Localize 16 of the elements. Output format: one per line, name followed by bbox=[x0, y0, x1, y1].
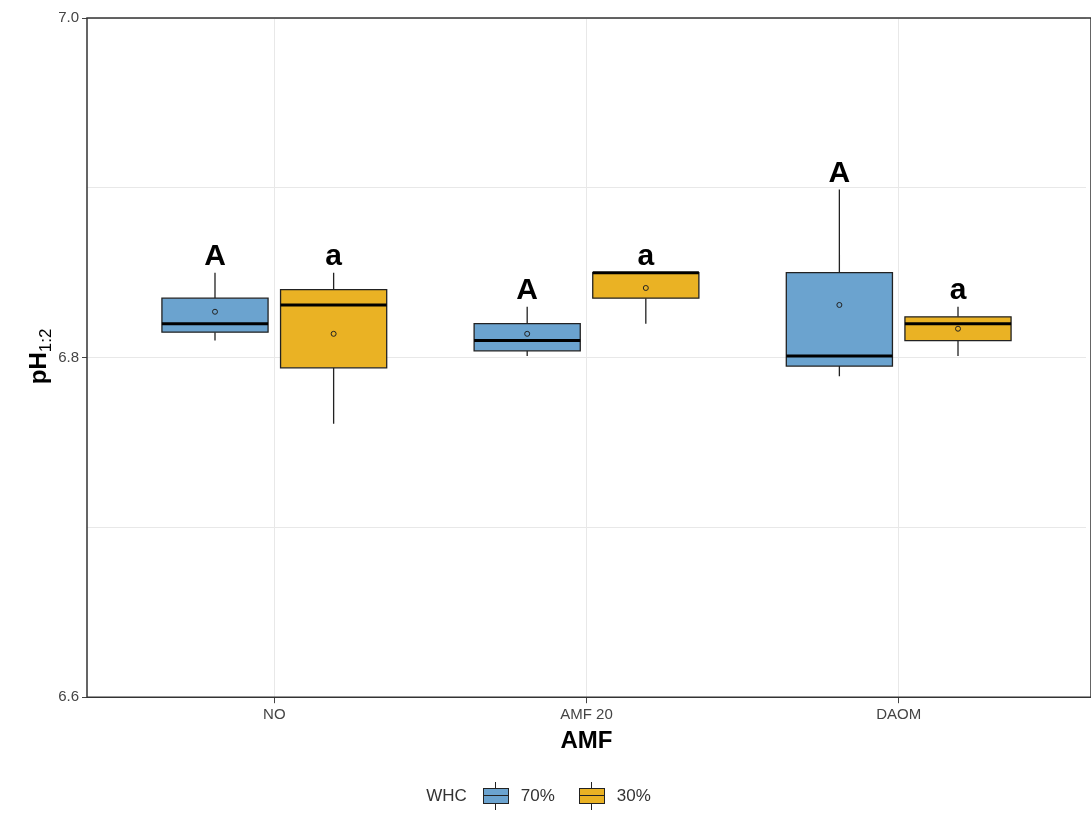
legend-title: WHC bbox=[426, 786, 467, 806]
annotation: a bbox=[949, 271, 967, 305]
annotation: a bbox=[637, 237, 655, 271]
x-axis-title: AMF bbox=[560, 726, 613, 754]
legend-label: 70% bbox=[520, 786, 555, 806]
y-tick-label: 6.6 bbox=[58, 687, 79, 705]
annotation: A bbox=[204, 237, 226, 271]
legend-label: 30% bbox=[616, 786, 651, 806]
x-tick-label: DAOM bbox=[876, 705, 922, 723]
y-tick-label: 7.0 bbox=[58, 8, 79, 26]
annotation: a bbox=[325, 237, 343, 271]
x-tick-label: NO bbox=[263, 705, 286, 723]
y-tick-label: 6.8 bbox=[58, 347, 79, 365]
annotation: A bbox=[828, 154, 851, 188]
x-tick-label: AMF 20 bbox=[560, 705, 613, 723]
annotation: A bbox=[516, 271, 539, 305]
